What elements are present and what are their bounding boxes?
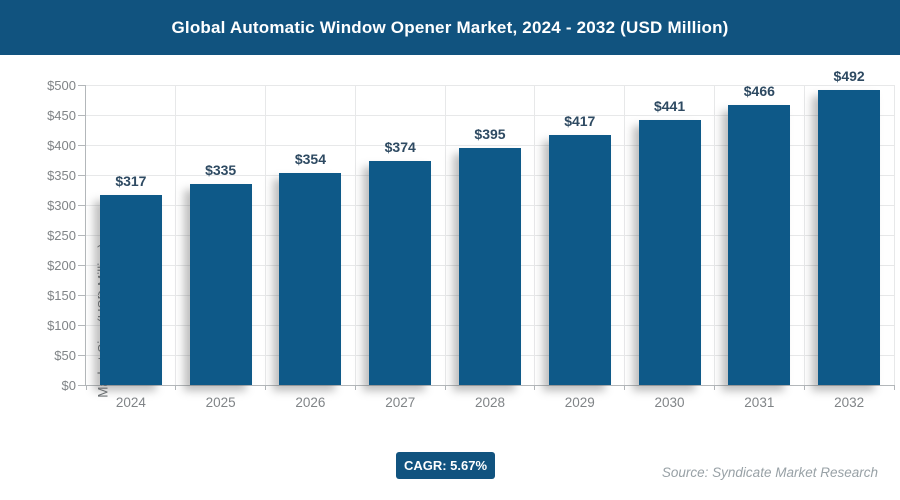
x-tick-label: 2029 <box>564 395 595 410</box>
cagr-badge: CAGR: 5.67% <box>396 452 495 479</box>
x-tick-label: 2026 <box>295 395 326 410</box>
x-tick-label: 2025 <box>205 395 236 410</box>
bar-value-label: $335 <box>205 162 237 178</box>
bar-value-label: $441 <box>653 98 686 115</box>
x-tick-mark <box>175 385 177 390</box>
y-tick-mark <box>78 174 85 176</box>
y-tick-mark <box>78 204 85 206</box>
y-tick-label: $400 <box>47 137 76 153</box>
y-tick-label: $0 <box>61 377 76 393</box>
x-tick-label: 2030 <box>654 395 685 410</box>
y-tick-mark <box>78 264 85 266</box>
v-gridline <box>803 85 805 385</box>
y-tick-label: $200 <box>47 257 76 273</box>
bar-value-label: $354 <box>294 150 327 167</box>
v-gridline <box>893 85 895 385</box>
x-tick-mark <box>265 385 267 390</box>
bar-value-label: $417 <box>564 112 596 129</box>
y-tick-label: $100 <box>47 317 76 333</box>
v-gridline <box>444 85 446 385</box>
y-tick-label: $500 <box>47 77 76 93</box>
bar <box>99 194 162 385</box>
x-tick-mark <box>803 385 805 390</box>
v-gridline <box>624 85 626 385</box>
y-tick-mark <box>78 144 85 146</box>
x-tick-label: 2027 <box>385 395 416 410</box>
y-tick-mark <box>78 234 85 236</box>
h-gridline <box>86 84 894 86</box>
x-tick-label: 2024 <box>115 395 146 410</box>
h-gridline <box>86 144 894 146</box>
v-gridline <box>713 85 715 385</box>
y-tick-label: $450 <box>47 107 76 123</box>
y-tick-mark <box>78 354 85 356</box>
y-tick-label: $250 <box>47 227 76 243</box>
y-tick-label: $300 <box>47 197 76 213</box>
bar <box>459 148 521 385</box>
y-tick-mark <box>78 384 85 386</box>
x-tick-mark <box>534 385 536 390</box>
bar <box>369 160 432 385</box>
y-tick-label: $350 <box>47 167 76 183</box>
bar <box>818 89 881 385</box>
x-tick-label: 2031 <box>744 395 775 410</box>
y-tick-mark <box>78 84 85 86</box>
chart-title: Global Automatic Window Opener Market, 2… <box>171 17 729 37</box>
plot-area: Market Size (USD Million) $0$50$100$150$… <box>47 68 895 410</box>
x-tick-mark <box>893 385 895 390</box>
bar <box>728 105 791 385</box>
bar-value-label: $395 <box>474 126 506 142</box>
y-tick-mark <box>78 324 85 326</box>
bar <box>279 172 342 385</box>
x-tick-label: 2032 <box>834 395 865 410</box>
bar-value-label: $492 <box>833 67 865 84</box>
x-tick-label: 2028 <box>474 395 506 410</box>
bar <box>548 134 611 385</box>
x-tick-mark <box>444 385 446 390</box>
bar <box>189 184 252 385</box>
y-tick-label: $150 <box>47 287 76 303</box>
x-tick-mark <box>713 385 715 390</box>
x-tick-mark <box>624 385 626 390</box>
v-gridline <box>265 85 267 385</box>
bar-value-label: $374 <box>384 138 416 155</box>
bar <box>638 120 701 385</box>
y-tick-label: $50 <box>54 347 76 363</box>
v-gridline <box>534 85 536 385</box>
y-tick-mark <box>78 294 85 296</box>
v-gridline <box>175 85 177 385</box>
title-banner: Global Automatic Window Opener Market, 2… <box>0 0 900 55</box>
x-tick-mark <box>354 385 356 390</box>
y-tick-mark <box>78 114 85 116</box>
source-note: Source: Syndicate Market Research <box>661 465 878 480</box>
x-tick-mark <box>85 385 87 390</box>
v-gridline <box>354 85 356 385</box>
bar-value-label: $466 <box>743 83 775 100</box>
bar-value-label: $317 <box>115 172 147 189</box>
h-gridline <box>86 114 894 116</box>
